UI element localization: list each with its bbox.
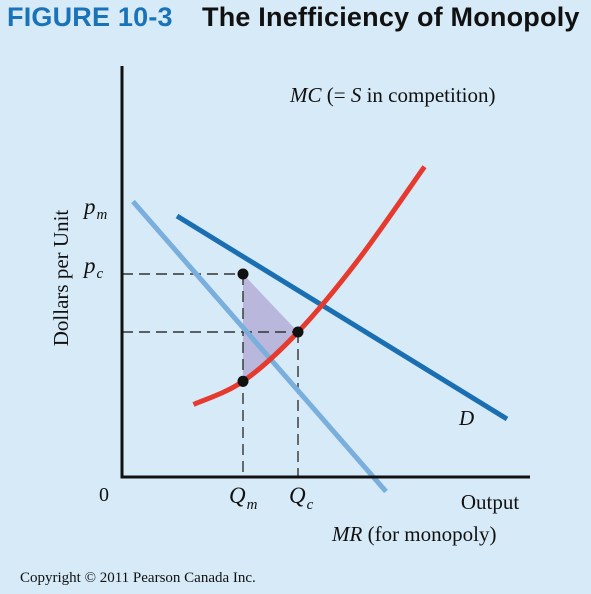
mr-mc-intersection-point: [237, 375, 249, 387]
deadweight-loss-area: [243, 274, 298, 382]
tick-label-pc: pc: [82, 253, 104, 282]
tick-label-pm: pm: [82, 194, 108, 223]
d-curve-label: D: [458, 406, 474, 430]
figure-title: The Inefficiency of Monopoly: [202, 2, 580, 32]
marginal-cost-curve: [192, 165, 427, 407]
demand-curve: [175, 213, 509, 422]
tick-label-qm: Qm: [229, 483, 258, 513]
marginal-revenue-curve: [131, 199, 388, 494]
x-axis-label: Output: [461, 490, 520, 514]
origin-label: 0: [99, 484, 109, 506]
mc-curve-label: MC (= S in competition): [289, 83, 496, 107]
copyright-notice: Copyright © 2011 Pearson Canada Inc.: [20, 570, 256, 586]
tick-label-qc: Qc: [289, 483, 314, 513]
monopoly-point: [237, 268, 249, 280]
y-axis-label: Dollars per Unit: [49, 210, 73, 347]
figure-number: FIGURE 10-3: [7, 2, 173, 32]
competitive-equilibrium-point: [292, 326, 304, 338]
mr-curve-label: MR (for monopoly): [331, 522, 496, 546]
